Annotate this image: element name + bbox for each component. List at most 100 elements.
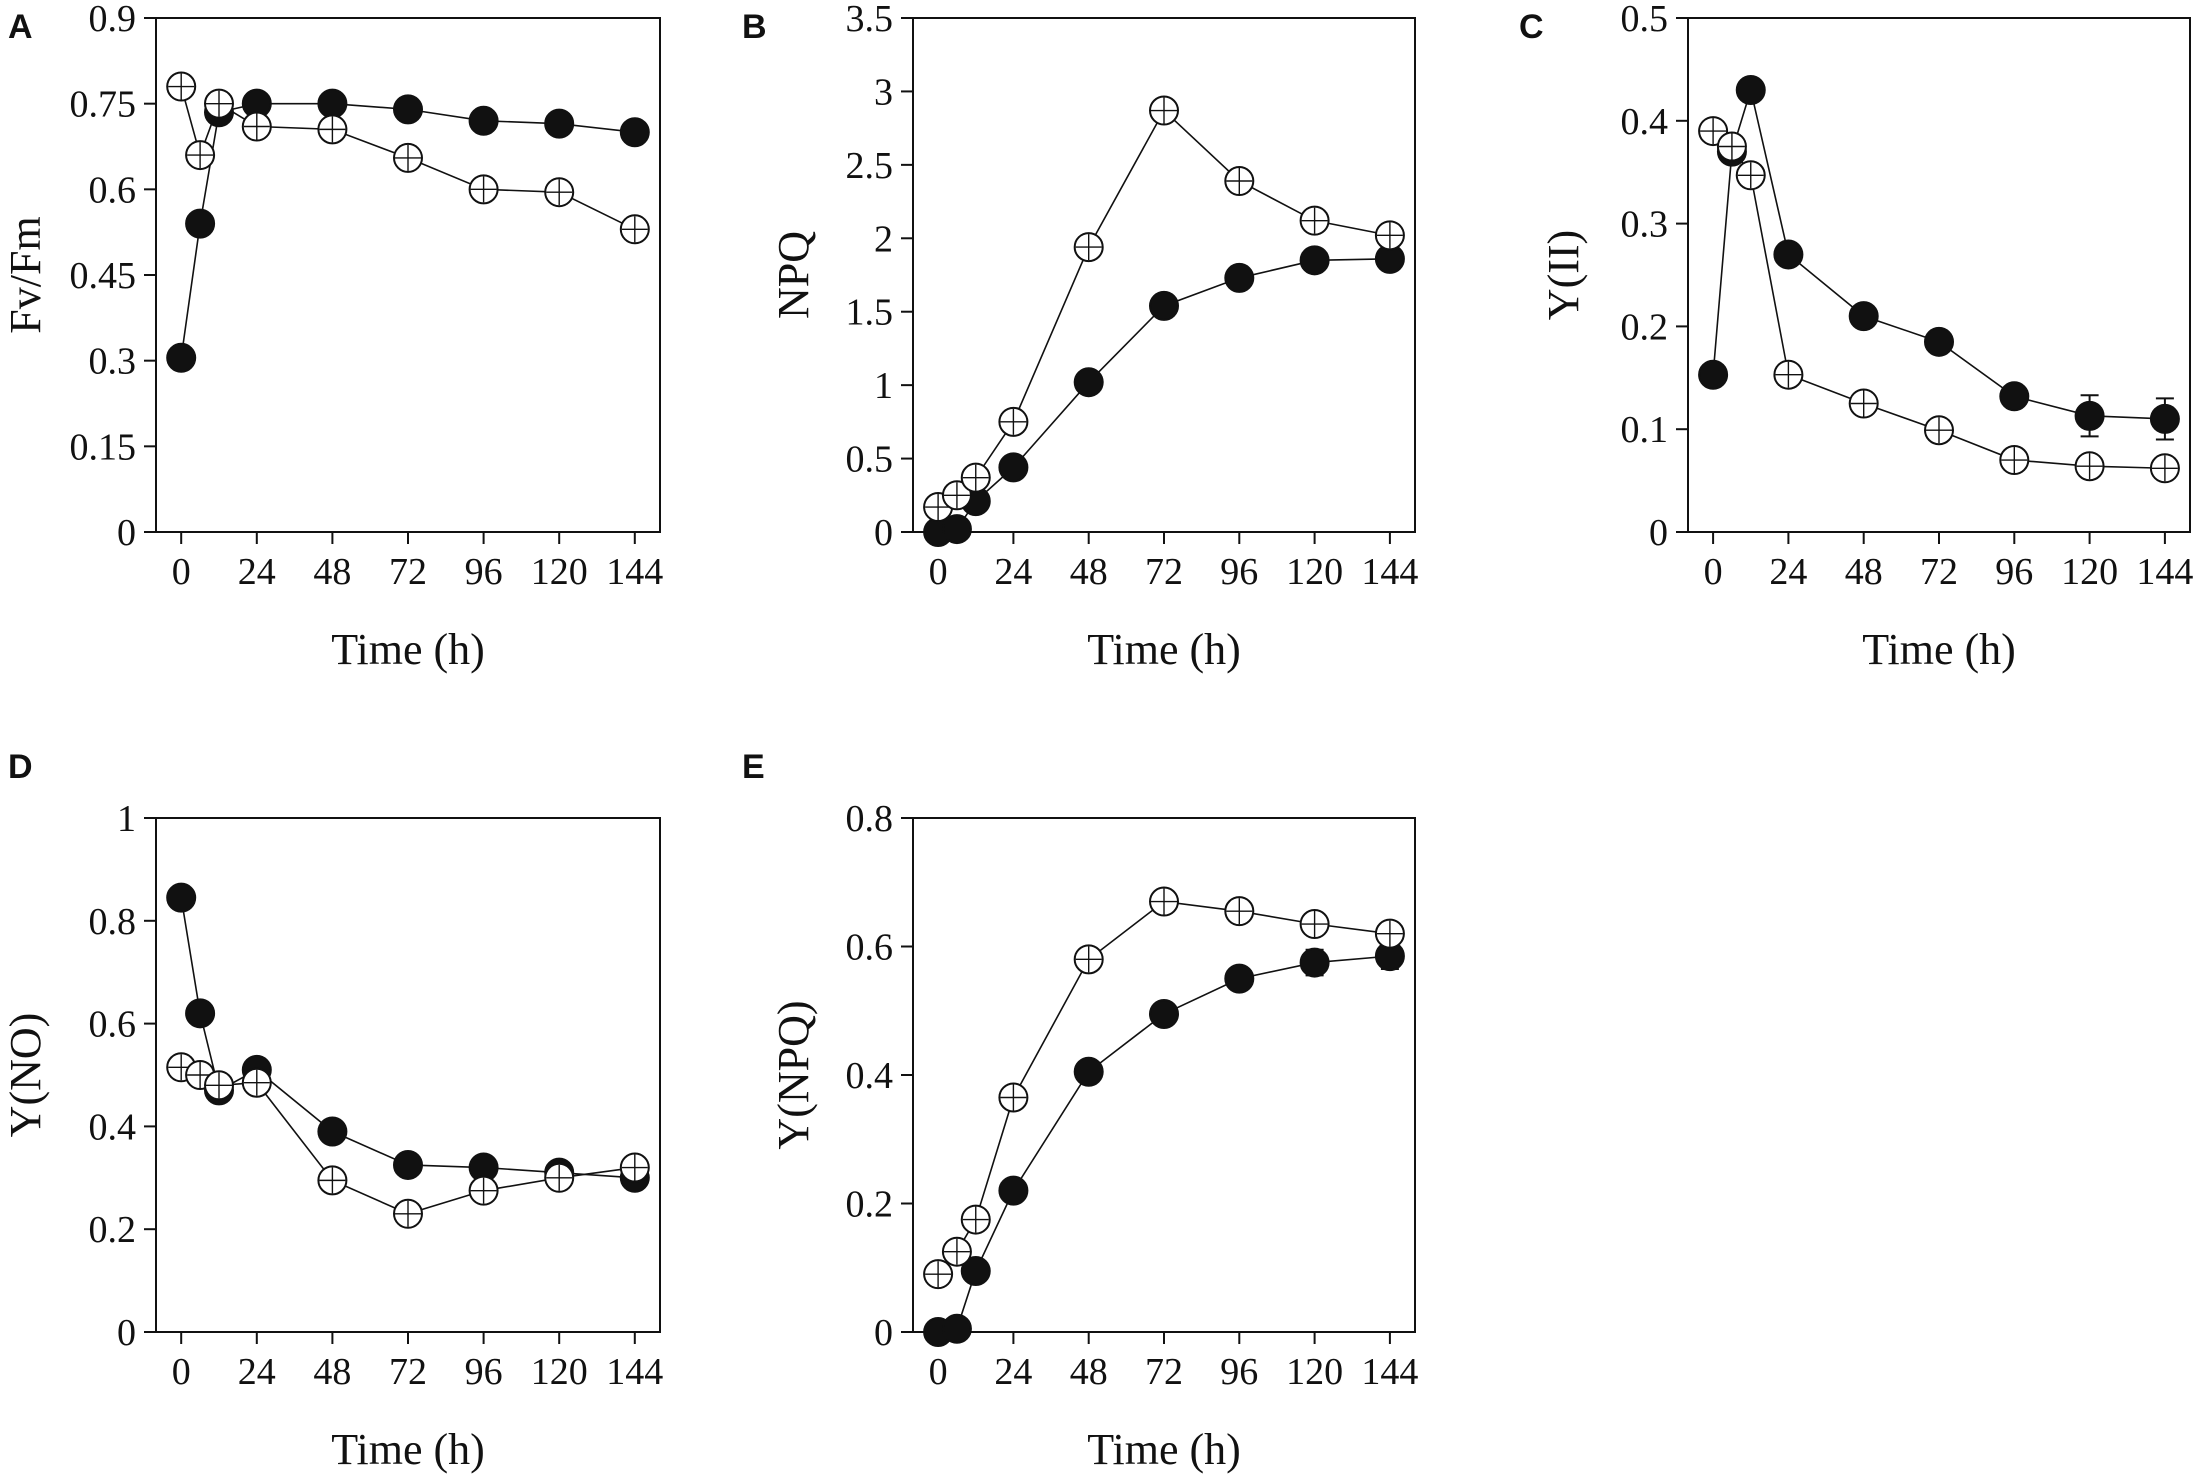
panel-e: E 0 0.2 0.4 0.6 0.8 0 24 48 72 96 120 144 Time (h) Y(N… [742, 748, 1418, 1474]
series-open [1698, 116, 2180, 484]
y-tick-label: 3.5 [846, 0, 894, 40]
series-open [166, 71, 650, 245]
x-tick-label: 48 [1070, 551, 1108, 593]
y-tick-label: 0 [117, 1312, 136, 1354]
x-tick-label: 120 [531, 551, 588, 593]
series-filled [923, 941, 1405, 1347]
y-tick-label: 0.1 [1621, 409, 1669, 451]
x-axis-title: Time (h) [1862, 625, 2016, 674]
series-filled [166, 88, 650, 373]
data-point [166, 882, 197, 913]
y-tick-label: 2.5 [846, 145, 894, 187]
x-tick-label: 24 [994, 1351, 1032, 1393]
y-tick-label: 0.75 [70, 84, 137, 126]
data-point [1073, 1056, 1104, 1087]
data-point [185, 208, 216, 239]
y-axis-title: NPQ [769, 231, 818, 319]
panel-d: D 0 0.2 0.4 0.6 0.8 1 0 24 48 72 96 120 144 Time (h) Y(… [1, 748, 663, 1474]
x-tick-label: 120 [1286, 551, 1343, 593]
x-tick-label: 24 [994, 551, 1032, 593]
data-point [2074, 400, 2105, 431]
x-axis-title: Time (h) [331, 625, 485, 674]
x-tick-label: 48 [313, 551, 351, 593]
x-tick-label: 24 [1769, 551, 1807, 593]
x-tick-label: 144 [2136, 551, 2193, 593]
x-tick-label: 96 [465, 1351, 503, 1393]
panel-letter-a: A [8, 8, 33, 46]
y-tick-label: 1 [117, 798, 136, 840]
panel-b: B 0 0.5 1 1.5 2 2.5 3 3.5 0 24 48 72 96 120 144 Time (h)… [742, 0, 1418, 674]
data-point [1073, 367, 1104, 398]
y-axis-title: Fv/Fm [1, 216, 50, 333]
y-tick-label: 0.15 [70, 426, 137, 468]
y-axis-title: Y(II) [1539, 230, 1588, 320]
x-tick-label: 96 [1220, 551, 1258, 593]
data-point [1224, 963, 1255, 994]
data-point [941, 1313, 972, 1344]
y-tick-label: 0.3 [89, 341, 137, 383]
x-tick-label: 24 [238, 1351, 276, 1393]
y-tick-label: 2 [874, 218, 893, 260]
panel-c: C 0 0.1 0.2 0.3 0.4 0.5 0 24 48 72 96 120 144 Time (h)… [1519, 0, 2193, 674]
series-open [923, 886, 1405, 1290]
x-tick-label: 72 [389, 551, 427, 593]
x-tick-label: 120 [531, 1351, 588, 1393]
x-tick-label: 0 [1704, 551, 1723, 593]
x-tick-label: 0 [172, 551, 191, 593]
x-axis-title: Time (h) [1087, 1425, 1241, 1474]
data-point [317, 88, 348, 119]
x-tick-label: 96 [1220, 1351, 1258, 1393]
y-tick-label: 0.2 [1621, 306, 1669, 348]
data-point [1848, 301, 1879, 332]
x-tick-label: 120 [2061, 551, 2118, 593]
y-tick-label: 0.6 [89, 169, 137, 211]
data-point [1224, 262, 1255, 293]
y-tick-label: 0.4 [846, 1055, 894, 1097]
x-tick-label: 144 [606, 1351, 663, 1393]
data-point [544, 108, 575, 139]
data-point [1299, 947, 1330, 978]
data-point [1773, 239, 1804, 270]
x-tick-label: 48 [313, 1351, 351, 1393]
data-point [1698, 359, 1729, 390]
y-tick-label: 1 [874, 365, 893, 407]
data-point [393, 1149, 423, 1180]
series-filled [166, 882, 650, 1193]
y-tick-label: 0.45 [70, 255, 137, 297]
data-point [1299, 245, 1330, 276]
x-tick-label: 24 [238, 551, 276, 593]
data-point [1149, 290, 1179, 321]
series-open [923, 95, 1405, 523]
y-tick-label: 0.5 [1621, 0, 1669, 40]
panel-letter-b: B [742, 8, 767, 46]
series-line [180, 102, 635, 358]
plot-frame [912, 17, 1416, 533]
data-point [1924, 326, 1954, 357]
x-tick-label: 72 [1145, 551, 1183, 593]
x-tick-label: 72 [389, 1351, 427, 1393]
x-tick-label: 48 [1845, 551, 1883, 593]
panel-letter-d: D [8, 748, 33, 786]
y-tick-label: 0.6 [846, 927, 894, 969]
x-tick-label: 48 [1070, 1351, 1108, 1393]
x-tick-label: 120 [1286, 1351, 1343, 1393]
x-tick-label: 0 [929, 551, 948, 593]
y-tick-label: 0 [874, 512, 893, 554]
x-tick-label: 144 [606, 551, 663, 593]
data-point [317, 1116, 348, 1147]
plot-frame [155, 817, 661, 1333]
y-tick-label: 0.9 [89, 0, 137, 40]
series-line [180, 897, 635, 1179]
data-point [998, 1175, 1029, 1206]
y-tick-label: 0.4 [89, 1106, 137, 1148]
x-tick-label: 72 [1145, 1351, 1183, 1393]
data-point [166, 342, 197, 373]
panel-letter-c: C [1519, 8, 1544, 46]
y-tick-label: 0 [1649, 512, 1668, 554]
data-point [468, 105, 499, 136]
data-point [1149, 998, 1179, 1029]
series-filled [1698, 74, 2180, 441]
x-tick-label: 0 [172, 1351, 191, 1393]
y-tick-label: 0.2 [846, 1184, 894, 1226]
x-tick-label: 0 [929, 1351, 948, 1393]
